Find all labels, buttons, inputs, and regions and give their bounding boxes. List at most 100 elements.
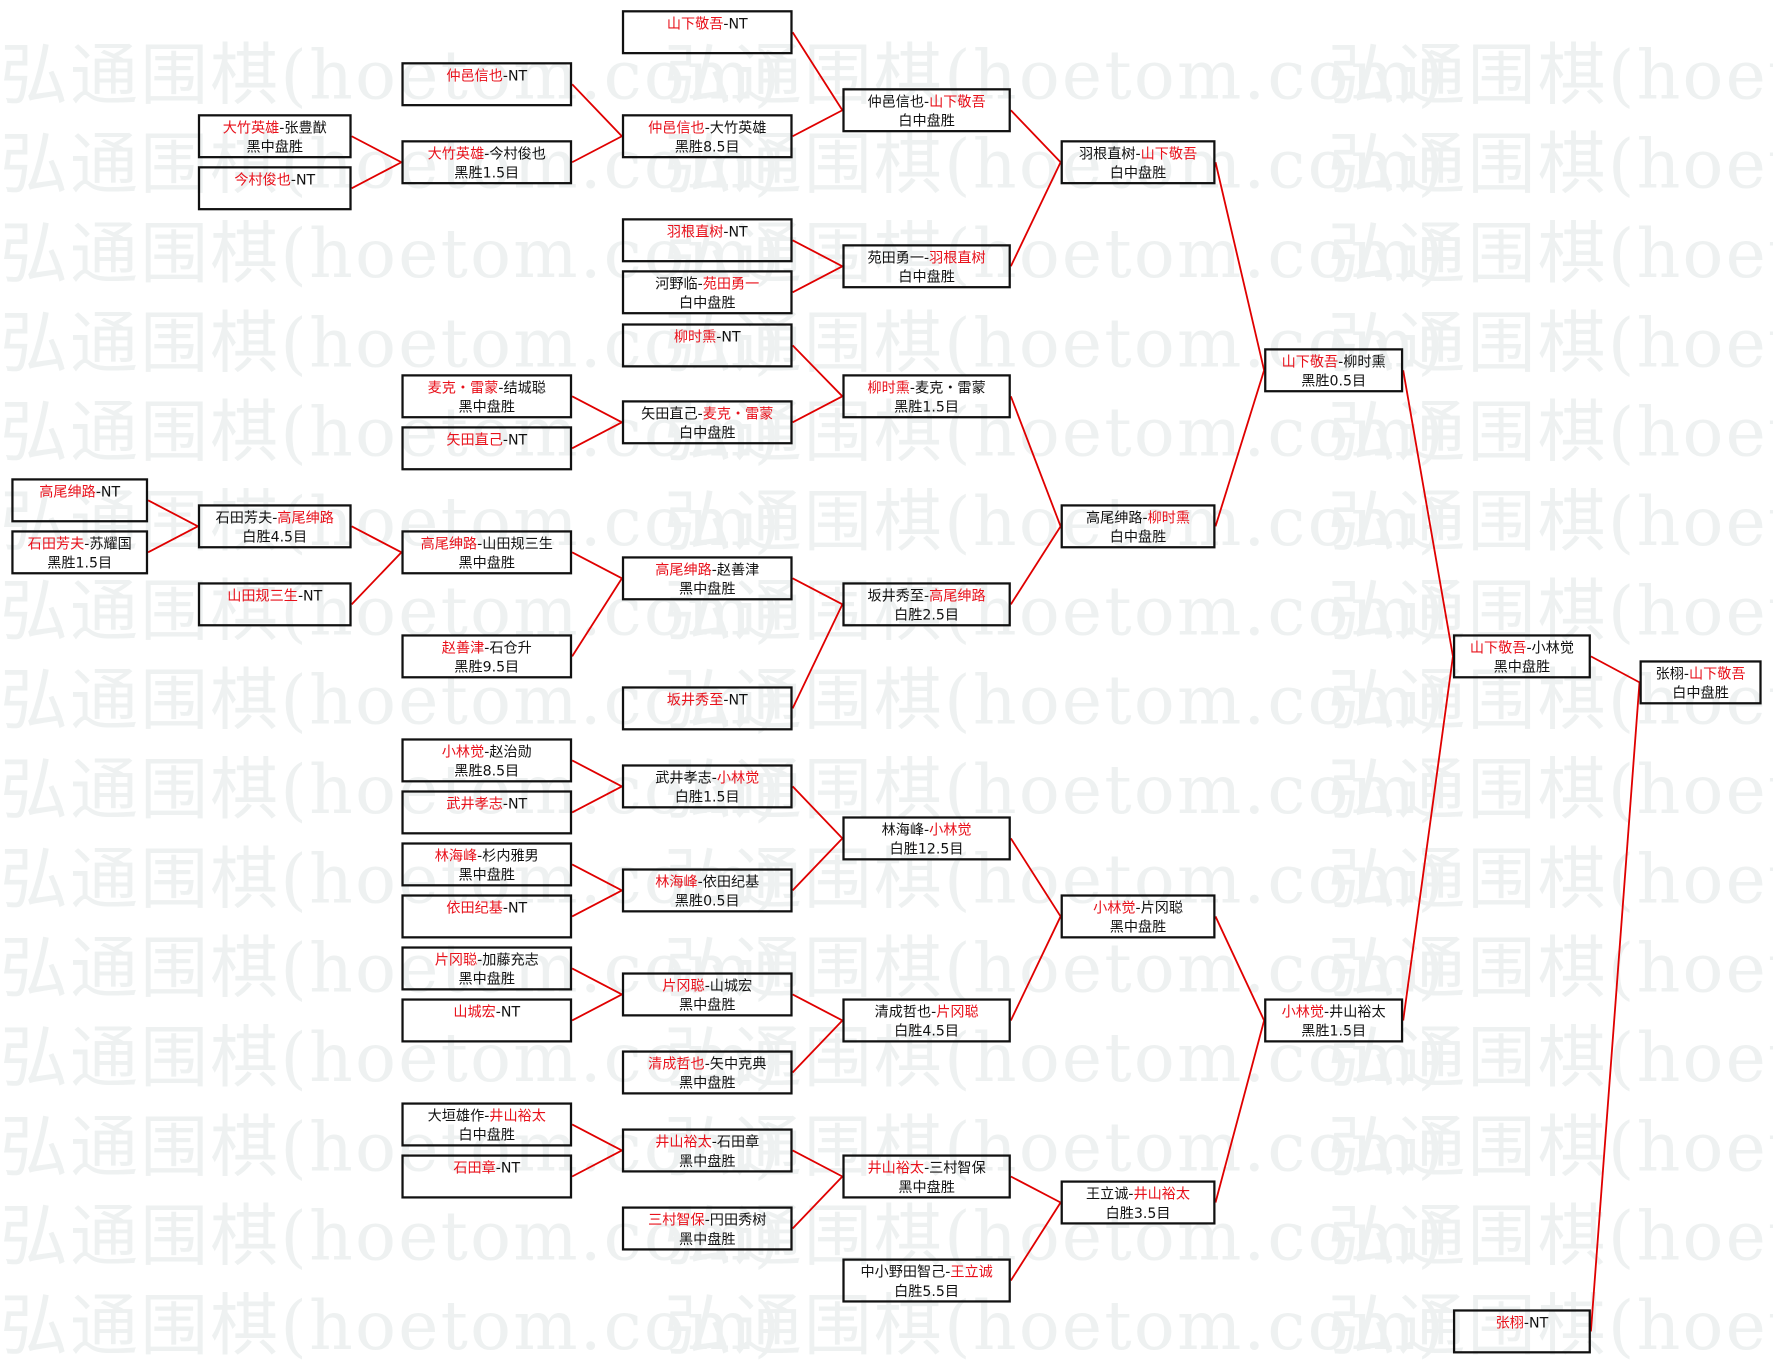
match-result: 黑中盘胜 xyxy=(1109,918,1167,936)
match-players: 林海峰-依田纪基 xyxy=(624,872,790,891)
match-box: 羽根直树-NT xyxy=(621,218,793,263)
watermark-text: 弘通围棋(hoetom.com) xyxy=(0,393,783,473)
match-result: 黑中盘胜 xyxy=(458,970,516,988)
bracket-connector xyxy=(147,525,199,554)
match-players: 大竹英雄-张豊猷 xyxy=(200,118,349,137)
watermark-text: 弘通围棋(hoetom.com) xyxy=(0,572,783,652)
match-players: 张栩-山下敬吾 xyxy=(1642,664,1760,683)
player-name: -NT xyxy=(297,586,323,604)
match-players: 小林觉-赵治勋 xyxy=(404,742,570,761)
player-name: 中小野田智己- xyxy=(860,1262,951,1280)
player-name: -加藤充志 xyxy=(477,950,539,968)
match-players: 高尾绅路-NT xyxy=(14,482,146,501)
match-players: 柳时熏-麦克・雷蒙 xyxy=(845,378,1009,397)
bracket-connector xyxy=(1010,837,1062,917)
bracket-connector xyxy=(792,395,843,424)
watermark-text: 弘通围棋(hoetom.com) xyxy=(1327,750,1773,830)
winner-name: 三村智保 xyxy=(648,1210,705,1228)
bracket-connector xyxy=(791,603,844,709)
match-box: 石田芳夫-高尾绅路 白胜4.5目 xyxy=(197,504,352,549)
match-result: 白胜4.5目 xyxy=(894,1022,960,1040)
match-players: 山田规三生-NT xyxy=(200,586,349,605)
winner-name: 小林觉 xyxy=(1281,1002,1325,1020)
match-box: 小林觉-片冈聪 黑中盘胜 xyxy=(1060,894,1216,939)
bracket-connector xyxy=(571,1149,623,1178)
match-box: 林海峰-小林觉 白胜12.5目 xyxy=(842,816,1011,861)
match-result: 白中盘胜 xyxy=(678,293,736,311)
bracket-connector xyxy=(571,889,623,918)
watermark-text: 弘通围棋(hoetom.com) xyxy=(663,1197,1447,1277)
winner-name: 大竹英雄 xyxy=(427,144,485,162)
match-players: 仲邑信也-大竹英雄 xyxy=(624,118,790,137)
winner-name: 片冈聪 xyxy=(936,1002,979,1020)
winner-name: 石田芳夫 xyxy=(27,534,85,552)
match-box: 高尾绅路-山田规三生 黑中盘胜 xyxy=(401,530,573,575)
bracket-connector xyxy=(571,759,623,788)
match-players: 羽根直树-NT xyxy=(624,222,790,241)
winner-name: 小林觉 xyxy=(441,742,485,760)
match-box: 矢田直己-NT xyxy=(401,426,573,471)
match-players: 高尾绅路-山田规三生 xyxy=(404,534,570,553)
match-result: 白中盘胜 xyxy=(1109,528,1167,545)
match-box: 仲邑信也-大竹英雄 黑胜8.5目 xyxy=(621,114,793,159)
watermark-text: 弘通围棋(hoetom.com) xyxy=(0,929,783,1009)
match-box: 柳时熏-麦克・雷蒙 黑胜1.5目 xyxy=(842,374,1011,419)
player-name: 张栩- xyxy=(1655,664,1689,682)
bracket-connector xyxy=(1402,656,1454,1021)
winner-name: 山下敬吾 xyxy=(666,14,724,32)
winner-name: 大竹英雄 xyxy=(222,118,280,136)
winner-name: 山下敬吾 xyxy=(1469,638,1527,656)
match-box: 山下敬吾-NT xyxy=(621,10,793,55)
match-players: 大竹英雄-今村俊也 xyxy=(404,144,570,163)
match-result: 白中盘胜 xyxy=(898,267,955,285)
match-result: 白中盘胜 xyxy=(1109,163,1167,181)
bracket-connector xyxy=(1010,1202,1062,1282)
player-name: -NT xyxy=(495,1158,521,1176)
bracket-connector xyxy=(791,31,844,111)
bracket-connector xyxy=(1589,682,1641,1332)
match-box: 山下敬吾-柳时熏 黑胜0.5目 xyxy=(1264,348,1404,393)
player-name: -赵善津 xyxy=(711,560,760,578)
player-name: -NT xyxy=(290,170,316,188)
match-result: 黑胜9.5目 xyxy=(454,658,520,676)
bracket-connector xyxy=(1214,1020,1265,1203)
watermark-text: 弘通围棋(hoetom.com) xyxy=(663,750,1447,830)
match-players: 依田纪基-NT xyxy=(404,898,570,917)
watermark-row: 弘通围棋(hoetom.com)弘通围棋(hoetom.com)弘通围棋(hoe… xyxy=(0,110,1773,208)
match-result: 黑中盘胜 xyxy=(458,554,516,572)
match-result: 黑中盘胜 xyxy=(246,137,304,155)
winner-name: 井山裕太 xyxy=(655,1132,712,1150)
match-box: 大垣雄作-井山裕太 白中盘胜 xyxy=(401,1102,573,1147)
player-name: -片冈聪 xyxy=(1135,898,1184,916)
match-box: 小林觉-井山裕太 黑胜1.5目 xyxy=(1264,998,1404,1043)
player-name: -赵治勋 xyxy=(484,742,532,760)
bracket-connector xyxy=(1214,162,1266,371)
winner-name: 矢田直己 xyxy=(446,430,503,448)
match-box: 高尾绅路-赵善津 黑中盘胜 xyxy=(621,556,793,601)
bracket-connector xyxy=(571,135,623,164)
match-players: 山城宏-NT xyxy=(404,1002,570,1021)
watermark-text: 弘通围棋(hoetom.com) xyxy=(1327,840,1773,920)
bracket-connector xyxy=(792,993,843,1022)
player-name: -石田章 xyxy=(711,1132,760,1150)
winner-name: 依田纪基 xyxy=(446,898,503,916)
bracket-connector xyxy=(1214,916,1265,1021)
bracket-connector xyxy=(571,967,623,996)
bracket-connector xyxy=(351,161,402,190)
match-players: 仲邑信也-山下敬吾 xyxy=(845,92,1009,111)
watermark-text: 弘通围棋(hoetom.com) xyxy=(0,36,783,116)
match-result: 黑胜1.5目 xyxy=(454,163,520,181)
player-name: -井山裕太 xyxy=(1324,1002,1386,1020)
player-name: -NT xyxy=(716,327,741,345)
match-players: 矢田直己-麦克・雷蒙 xyxy=(624,404,790,423)
bracket-connector xyxy=(791,785,844,840)
watermark-text: 弘通围棋(hoetom.com) xyxy=(663,393,1447,473)
match-box: 麦克・雷蒙-结城聪 黑中盘胜 xyxy=(401,374,573,419)
winner-name: 今村俊也 xyxy=(234,170,291,188)
bracket-connector xyxy=(147,499,199,528)
bracket-connector xyxy=(571,1123,623,1152)
watermark-text: 弘通围棋(hoetom.com) xyxy=(663,125,1447,205)
bracket-connector xyxy=(791,1175,844,1230)
match-box: 石田章-NT xyxy=(401,1154,573,1199)
match-result: 黑中盘胜 xyxy=(898,1178,955,1196)
